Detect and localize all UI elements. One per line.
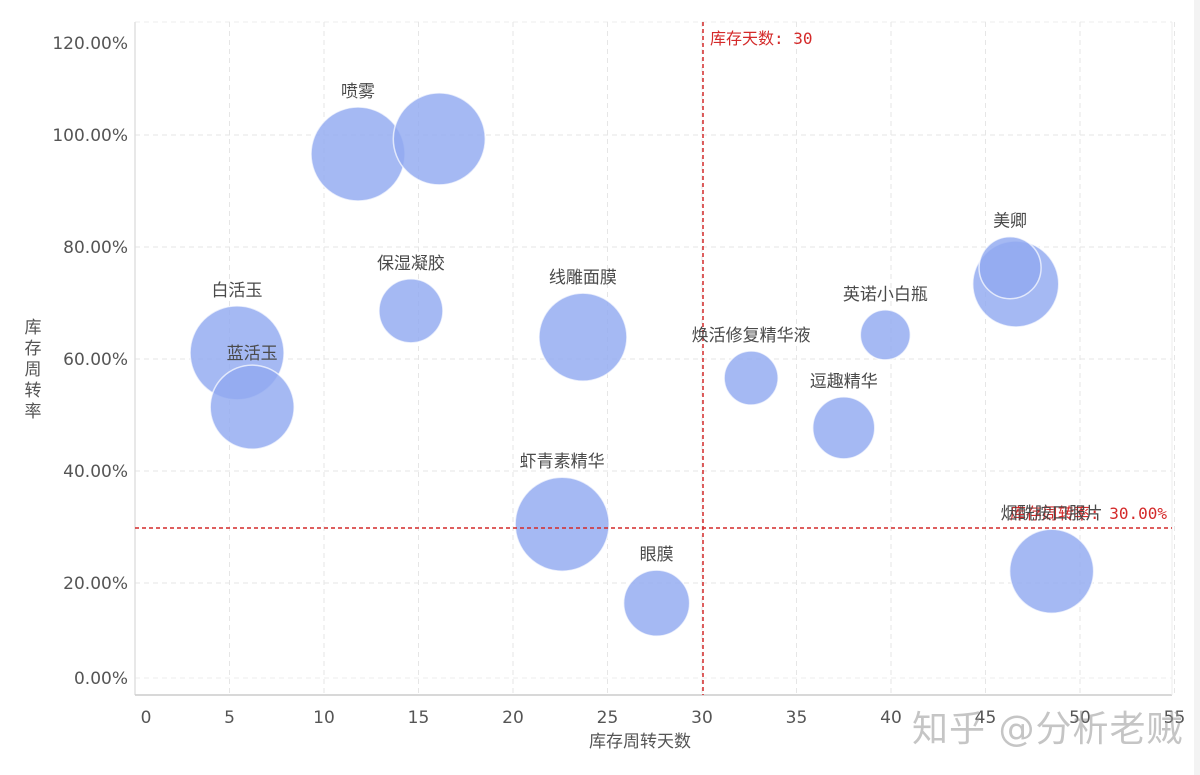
- ref-line-y-label: 库存周转率: 30.00%: [1010, 504, 1167, 523]
- x-tick-label: 50: [1069, 708, 1091, 728]
- bubble[interactable]: [723, 350, 779, 406]
- bubble-label: 线雕面膜: [549, 268, 617, 288]
- y-tick-label: 100.00%: [52, 126, 128, 146]
- watermark: 知乎 @分析老贼: [912, 709, 1184, 750]
- x-tick-label: 45: [975, 708, 997, 728]
- x-tick-label: 40: [880, 708, 902, 728]
- bubble-label: 白活玉: [212, 281, 263, 301]
- y-axis-tick-labels: 0.00% 20.00% 40.00% 60.00% 80.00% 100.00% 120.…: [52, 34, 128, 689]
- y-tick-label: 80.00%: [63, 238, 128, 258]
- bubble-series: [189, 92, 1095, 637]
- x-axis-title: 库存周转天数: [589, 732, 691, 752]
- bubble[interactable]: [859, 309, 912, 361]
- y-tick-label: 120.00%: [52, 34, 128, 54]
- y-tick-label: 40.00%: [63, 462, 128, 482]
- bubble[interactable]: [310, 106, 406, 202]
- x-tick-label: 35: [786, 708, 808, 728]
- x-tick-label: 30: [691, 708, 713, 728]
- bubble[interactable]: [392, 92, 487, 186]
- bubble[interactable]: [514, 476, 610, 572]
- bubble-label: 英诺小白瓶: [843, 285, 928, 305]
- bubble-label: 美卿: [993, 212, 1027, 232]
- bubble[interactable]: [812, 396, 876, 460]
- y-tick-label: 20.00%: [63, 574, 128, 594]
- x-tick-label: 5: [224, 708, 235, 728]
- bubble[interactable]: [622, 569, 691, 637]
- x-tick-label: 25: [597, 708, 619, 728]
- x-tick-label: 20: [502, 708, 524, 728]
- bubble-label: 喷雾: [341, 82, 375, 102]
- x-tick-label: 15: [408, 708, 430, 728]
- bubble-label: 焕活修复精华液: [692, 326, 811, 346]
- bubble[interactable]: [1008, 528, 1095, 614]
- bubble-label: 眼膜: [640, 545, 674, 565]
- x-axis-tick-labels: 0 5 10 15 20 25 30 35 40 45 50 55: [141, 708, 1186, 728]
- axes: [134, 22, 1173, 696]
- bubble-label: 蓝活玉: [227, 344, 278, 364]
- bubble-label: 虾青素精华: [520, 452, 605, 472]
- bubble[interactable]: [209, 364, 295, 450]
- bubble[interactable]: [378, 278, 444, 344]
- x-tick-label: 0: [141, 708, 152, 728]
- x-tick-label: 10: [313, 708, 335, 728]
- y-tick-label: 0.00%: [74, 669, 128, 689]
- reference-lines: 库存天数: 30 库存周转率: 30.00%: [135, 22, 1172, 695]
- scrollbar-strip: [1194, 0, 1200, 775]
- bubble[interactable]: [538, 292, 628, 382]
- x-tick-label: 55: [1164, 708, 1186, 728]
- ref-line-x-label: 库存天数: 30: [710, 29, 813, 48]
- bubble-label: 烟酰胺口服片: [1001, 504, 1103, 524]
- y-axis-title: 库存周转率: [25, 318, 42, 422]
- bubble[interactable]: [978, 235, 1042, 300]
- bubble-label: 保湿凝胶: [377, 254, 445, 274]
- bubble-label: 逗趣精华: [810, 372, 878, 392]
- y-tick-label: 60.00%: [63, 350, 128, 370]
